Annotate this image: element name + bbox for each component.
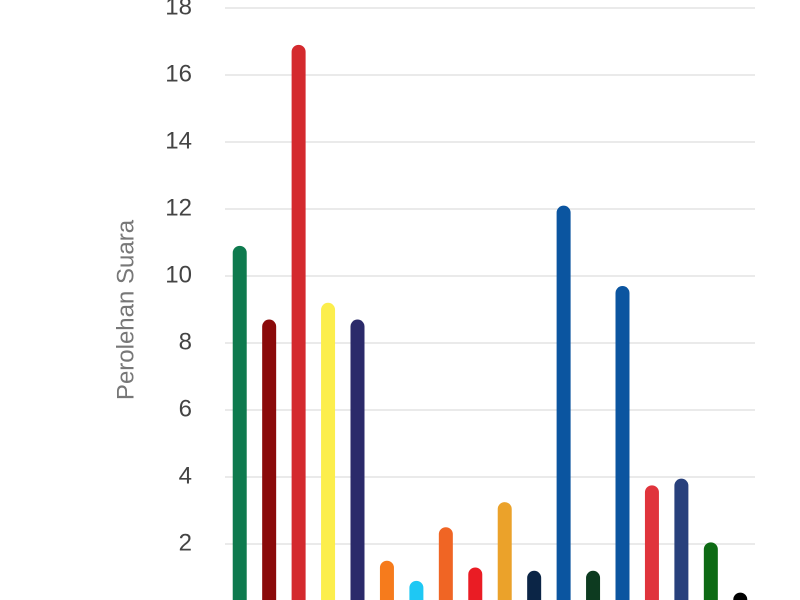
y-tick-label: 6 <box>179 395 192 422</box>
bar <box>350 319 365 600</box>
bar <box>586 570 601 600</box>
bar <box>527 570 542 600</box>
y-tick-label: 4 <box>179 462 192 489</box>
bar <box>409 580 424 600</box>
y-tick-label: 18 <box>165 0 192 20</box>
bar <box>379 560 394 600</box>
bar <box>262 319 277 600</box>
bar <box>644 485 659 600</box>
bar <box>674 478 689 600</box>
bar <box>615 286 630 600</box>
y-tick-label: 14 <box>165 127 192 154</box>
bar <box>556 205 571 600</box>
y-tick-label: 16 <box>165 60 192 87</box>
y-tick-label: 2 <box>179 529 192 556</box>
bar <box>468 567 483 600</box>
y-tick-label: 8 <box>179 328 192 355</box>
y-tick-label: 0 <box>179 596 192 600</box>
bar <box>291 44 306 600</box>
y-tick-label: 12 <box>165 194 192 221</box>
bar <box>438 527 453 600</box>
bar <box>321 302 336 600</box>
bar <box>733 592 748 600</box>
bar <box>232 245 247 600</box>
y-tick-label: 10 <box>165 261 192 288</box>
y-axis-label: Perolehan Suara <box>112 219 139 400</box>
bar <box>497 502 512 600</box>
bar <box>703 542 718 600</box>
